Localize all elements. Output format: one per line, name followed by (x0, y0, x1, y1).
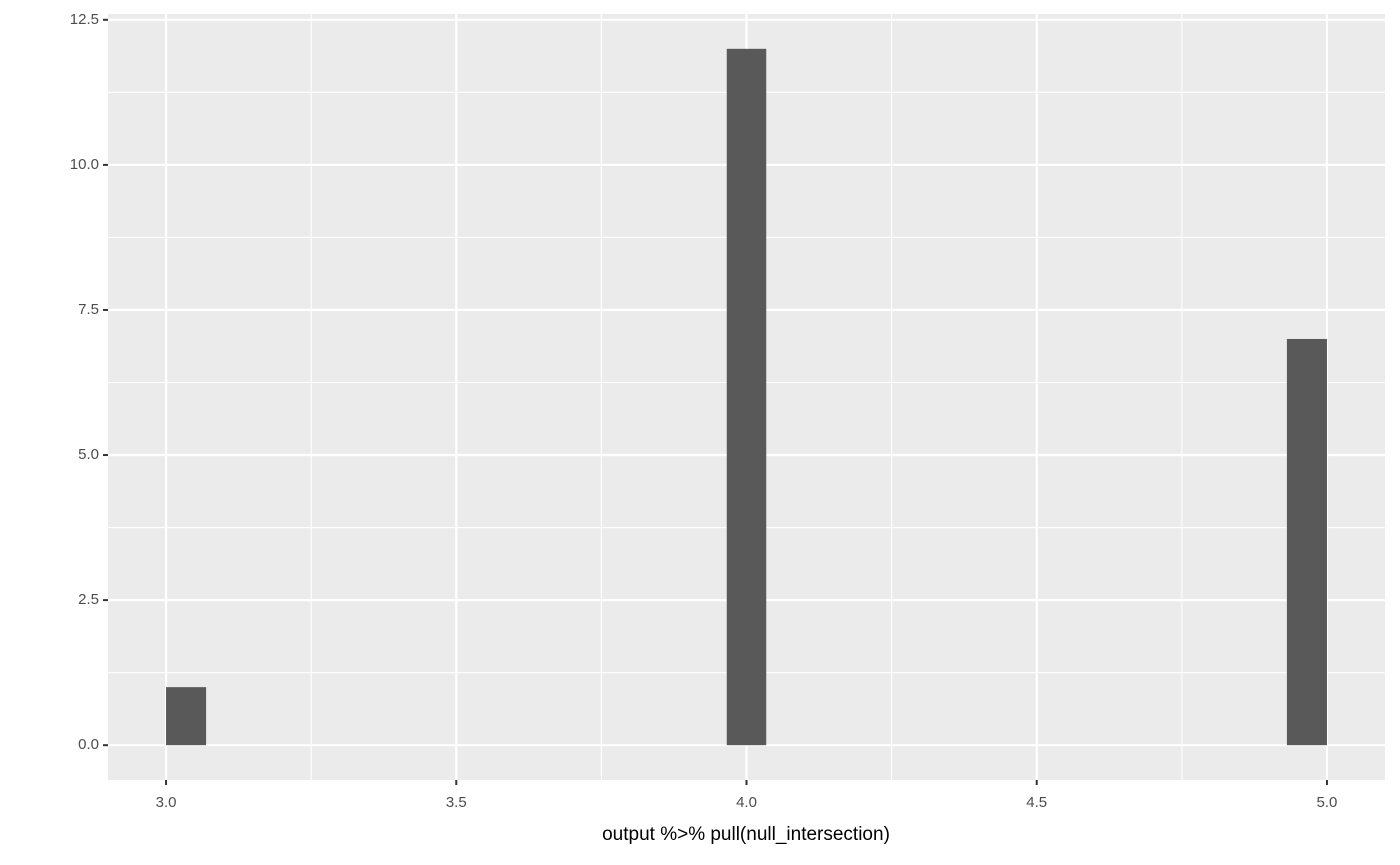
bar (1286, 338, 1327, 746)
y-tick-label: 12.5 (70, 11, 99, 28)
x-tick-label: 4.0 (736, 794, 757, 811)
x-axis-title: output %>% pull(null_intersection) (602, 824, 890, 845)
y-tick-label: 5.0 (78, 446, 99, 463)
x-tick-label: 3.5 (446, 794, 467, 811)
x-tick-label: 4.5 (1026, 794, 1047, 811)
y-tick-label: 10.0 (70, 156, 99, 173)
x-tick-label: 3.0 (156, 794, 177, 811)
y-tick-label: 2.5 (78, 591, 99, 608)
bar (166, 687, 207, 746)
bar (726, 48, 767, 746)
x-tick-label: 5.0 (1317, 794, 1338, 811)
y-tick-label: 7.5 (78, 301, 99, 318)
y-tick-label: 0.0 (78, 736, 99, 753)
